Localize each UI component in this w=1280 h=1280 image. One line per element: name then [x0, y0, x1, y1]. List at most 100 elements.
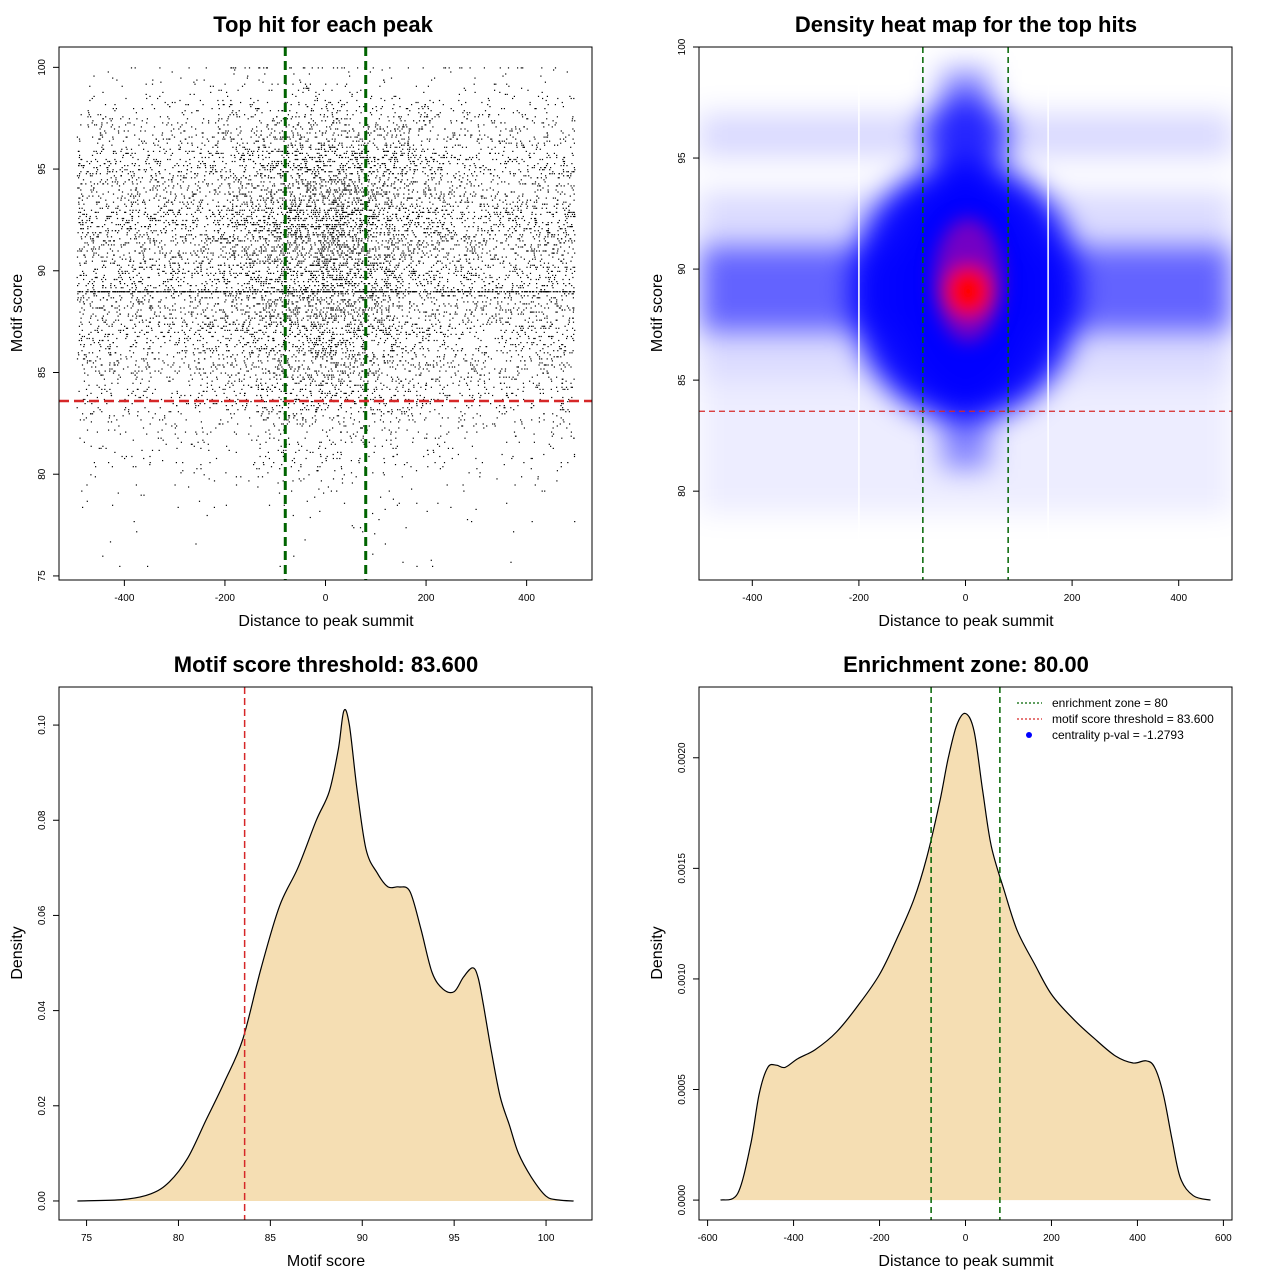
- scatter-point: [158, 171, 160, 173]
- scatter-point: [488, 289, 490, 291]
- scatter-point: [319, 510, 321, 512]
- scatter-point: [288, 307, 290, 309]
- scatter-point: [551, 285, 553, 287]
- scatter-point: [316, 199, 318, 201]
- scatter-point: [331, 350, 333, 352]
- scatter-point: [538, 384, 540, 386]
- scatter-point: [341, 181, 343, 183]
- scatter-point: [421, 327, 423, 329]
- scatter-point: [313, 187, 315, 189]
- scatter-point: [554, 163, 556, 165]
- scatter-point: [379, 234, 381, 236]
- scatter-point: [195, 331, 197, 333]
- scatter-point: [205, 238, 207, 240]
- scatter-point: [550, 445, 552, 447]
- scatter-point: [354, 191, 356, 193]
- scatter-point: [97, 331, 99, 333]
- scatter-point: [203, 372, 205, 374]
- scatter-point: [570, 173, 572, 175]
- scatter-point: [297, 321, 299, 323]
- scatter-point: [359, 213, 361, 215]
- scatter-point: [165, 219, 167, 222]
- scatter-point: [353, 199, 355, 201]
- scatter-point: [416, 335, 418, 338]
- scatter-point: [119, 295, 121, 297]
- scatter-point: [382, 329, 384, 331]
- scatter-point: [134, 339, 136, 342]
- scatter-point: [496, 193, 498, 195]
- scatter-point: [126, 152, 128, 154]
- scatter-point: [277, 299, 279, 301]
- scatter-point: [179, 213, 182, 215]
- scatter-point: [169, 289, 171, 291]
- scatter-point: [296, 232, 298, 234]
- scatter-point: [313, 256, 315, 258]
- scatter-point: [385, 283, 388, 285]
- scatter-point: [351, 358, 353, 360]
- scatter-point: [374, 303, 376, 305]
- scatter-point: [571, 256, 573, 258]
- scatter-point: [498, 177, 500, 179]
- scatter-point: [418, 224, 420, 226]
- scatter-point: [400, 173, 402, 175]
- scatter-point: [429, 276, 432, 279]
- scatter-point: [380, 232, 382, 234]
- scatter-point: [283, 242, 285, 244]
- scatter-point: [562, 158, 564, 161]
- scatter-point: [327, 274, 329, 276]
- scatter-point: [300, 480, 302, 482]
- scatter-point: [105, 287, 107, 289]
- scatter-point: [345, 177, 347, 179]
- scatter-point: [395, 264, 397, 266]
- scatter-point: [338, 293, 340, 295]
- scatter-point: [95, 276, 97, 279]
- scatter-point: [287, 165, 290, 167]
- scatter-point: [547, 352, 549, 354]
- scatter-point: [304, 437, 306, 439]
- scatter-point: [201, 142, 203, 144]
- scatter-point: [473, 163, 475, 165]
- scatter-point: [507, 230, 509, 232]
- scatter-point: [337, 409, 340, 411]
- scatter-point: [390, 171, 392, 173]
- scatter-point: [175, 244, 177, 246]
- scatter-point: [264, 219, 266, 222]
- scatter-point: [246, 142, 248, 144]
- scatter-point: [93, 150, 95, 152]
- scatter-point: [331, 228, 333, 230]
- scatter-point: [388, 230, 390, 232]
- scatter-point: [424, 311, 426, 313]
- scatter-point: [261, 297, 263, 299]
- scatter-point: [446, 433, 448, 435]
- scatter-point: [522, 313, 524, 315]
- scatter-point: [378, 211, 380, 213]
- scatter-point: [441, 262, 443, 264]
- scatter-point: [197, 339, 199, 342]
- scatter-point: [446, 252, 448, 254]
- scatter-point: [305, 289, 307, 291]
- scatter-point: [302, 297, 304, 299]
- scatter-point: [431, 179, 433, 181]
- scatter-point: [345, 173, 347, 175]
- scatter-point: [317, 407, 319, 409]
- scatter-point: [386, 191, 388, 193]
- scatter-point: [566, 335, 568, 338]
- scatter-point: [297, 181, 299, 183]
- scatter-point: [444, 146, 446, 148]
- scatter-point: [522, 146, 524, 148]
- scatter-point: [348, 185, 350, 187]
- scatter-point: [427, 185, 429, 187]
- scatter-point: [335, 315, 337, 317]
- scatter-point: [169, 317, 171, 319]
- scatter-point: [384, 258, 386, 260]
- scatter-point: [110, 287, 112, 289]
- scatter-point: [136, 232, 138, 234]
- scatter-point: [271, 177, 273, 179]
- scatter-point: [348, 283, 350, 285]
- scatter-point: [565, 240, 567, 242]
- scatter-point: [208, 325, 210, 327]
- scatter-point: [419, 295, 421, 297]
- scatter-point: [462, 177, 464, 179]
- scatter-point: [518, 344, 520, 346]
- scatter-point: [224, 83, 226, 85]
